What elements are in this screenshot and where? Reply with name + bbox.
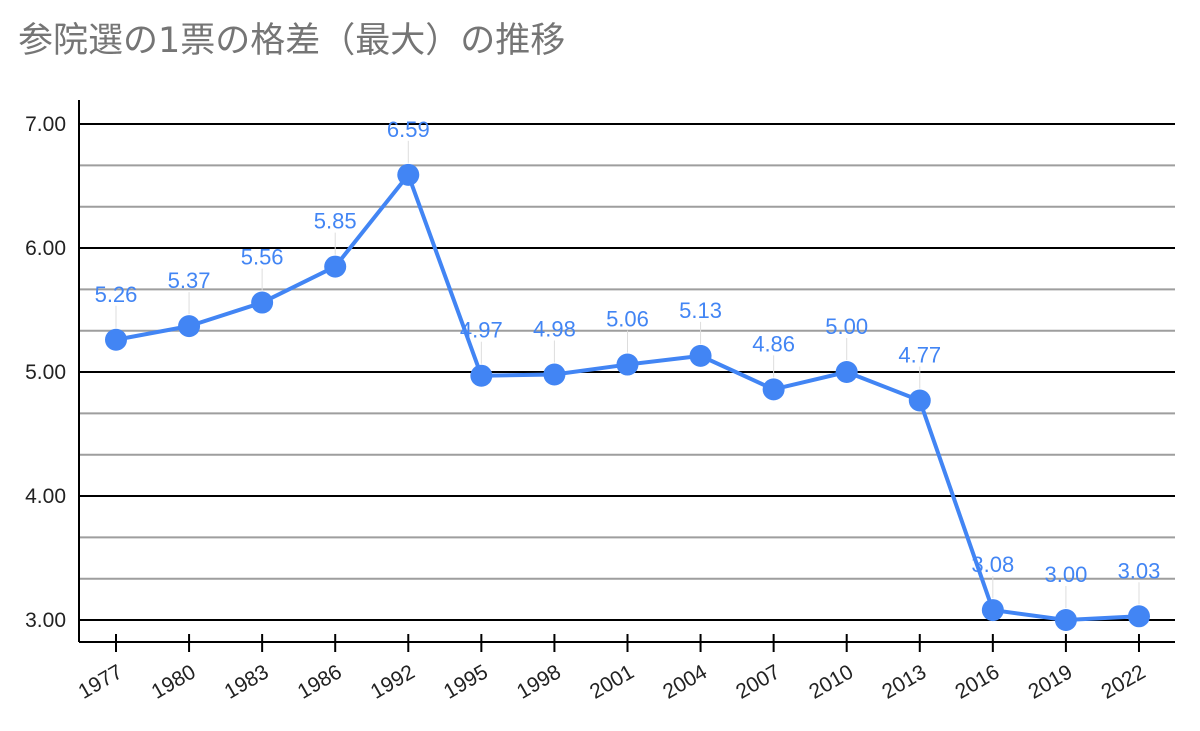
- x-tick-label: 2013: [878, 660, 930, 703]
- y-tick-label: 5.00: [25, 361, 66, 384]
- x-tick-label: 1986: [294, 660, 346, 703]
- data-point: [981, 599, 1004, 622]
- x-tick-label: 1992: [367, 660, 419, 703]
- x-tick-label: 1998: [513, 660, 565, 703]
- data-point: [1054, 609, 1077, 631]
- data-label: 5.37: [168, 268, 211, 293]
- x-tick-label: 2016: [951, 660, 1003, 703]
- y-tick-label: 3.00: [25, 609, 66, 632]
- data-label: 3.00: [1044, 562, 1087, 587]
- data-label: 5.85: [314, 209, 357, 234]
- data-label: 3.03: [1118, 558, 1161, 583]
- x-tick-label: 2007: [732, 660, 784, 703]
- data-label: 5.06: [606, 307, 649, 332]
- x-tick-label: 2001: [586, 660, 638, 703]
- y-tick-labels: 3.00 4.00 5.00 6.00 7.00: [25, 113, 66, 632]
- data-point: [324, 255, 347, 278]
- axis-layer: [78, 100, 1175, 652]
- data-point: [616, 353, 639, 376]
- data-point: [397, 163, 420, 186]
- x-tick-labels: 1977 1980 1983 1986 1992 1995 1998 2001 2004 2007…: [75, 660, 1150, 703]
- data-label: 6.59: [387, 117, 430, 142]
- x-tick-label: 1980: [148, 660, 200, 703]
- y-tick-label: 7.00: [25, 113, 66, 136]
- data-label: 4.86: [752, 331, 795, 356]
- data-point: [762, 378, 785, 401]
- data-point: [835, 361, 858, 383]
- x-tick-label: 2004: [659, 660, 711, 703]
- data-label: 5.56: [241, 245, 284, 270]
- data-label: 5.13: [679, 298, 722, 323]
- y-tick-label: 4.00: [25, 485, 66, 508]
- data-point: [908, 389, 931, 412]
- x-tick-label: 2010: [805, 660, 857, 703]
- data-label: 5.00: [825, 314, 868, 339]
- data-label: 4.97: [460, 318, 503, 343]
- data-point: [251, 291, 274, 314]
- x-tick-label: 1977: [75, 660, 127, 703]
- data-point: [543, 363, 566, 386]
- x-tick-label: 2019: [1024, 660, 1076, 703]
- data-labels: 5.26 5.37 5.56 5.85 6.59 4.97 4.98 5.06 5.13 4.86…: [95, 117, 1161, 608]
- x-tick-label: 1983: [221, 660, 273, 703]
- data-point: [105, 328, 127, 351]
- data-points: [105, 163, 1150, 631]
- data-label: 4.98: [533, 316, 576, 341]
- data-label: 4.77: [898, 343, 941, 368]
- data-label: 5.26: [95, 282, 138, 307]
- y-tick-label: 6.00: [25, 237, 66, 260]
- data-point: [1127, 605, 1150, 628]
- data-point: [689, 344, 712, 367]
- data-label: 3.08: [971, 552, 1014, 577]
- data-point: [470, 364, 493, 387]
- x-tick-label: 1995: [440, 660, 492, 703]
- x-tick-label: 2022: [1098, 660, 1150, 703]
- data-point: [178, 315, 201, 338]
- chart-title: 参院選の1票の格差（最大）の推移: [18, 21, 566, 61]
